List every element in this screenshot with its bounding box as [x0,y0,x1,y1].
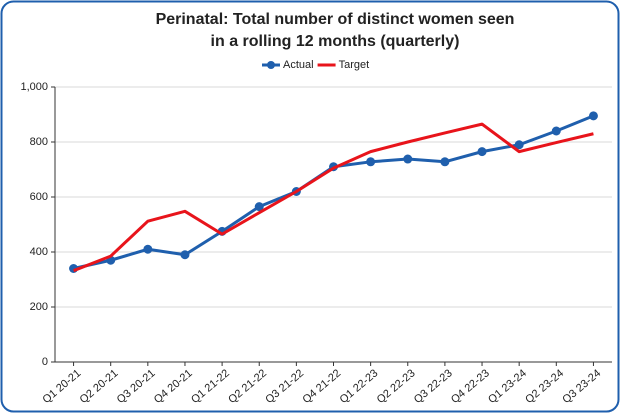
legend-marker [267,61,275,69]
legend-label: Target [339,59,370,71]
point [440,157,450,167]
y-tick-label: 0 [42,356,48,368]
y-tick-label: 1,000 [20,81,48,93]
y-tick-label: 600 [30,191,48,203]
point [180,250,190,260]
y-tick-label: 400 [30,246,48,258]
point [366,157,376,167]
point [588,111,598,121]
point [514,140,524,150]
y-tick-label: 800 [30,136,48,148]
point [403,154,413,164]
point [477,147,487,157]
legend-label: Actual [283,59,314,71]
point [551,126,561,136]
series-line [73,122,594,273]
point [143,244,153,254]
point [254,202,264,212]
chart-title: in a rolling 12 months (quarterly) [211,33,460,50]
chart-title: Perinatal: Total number of distinct wome… [156,11,515,28]
y-tick-label: 200 [30,301,48,313]
